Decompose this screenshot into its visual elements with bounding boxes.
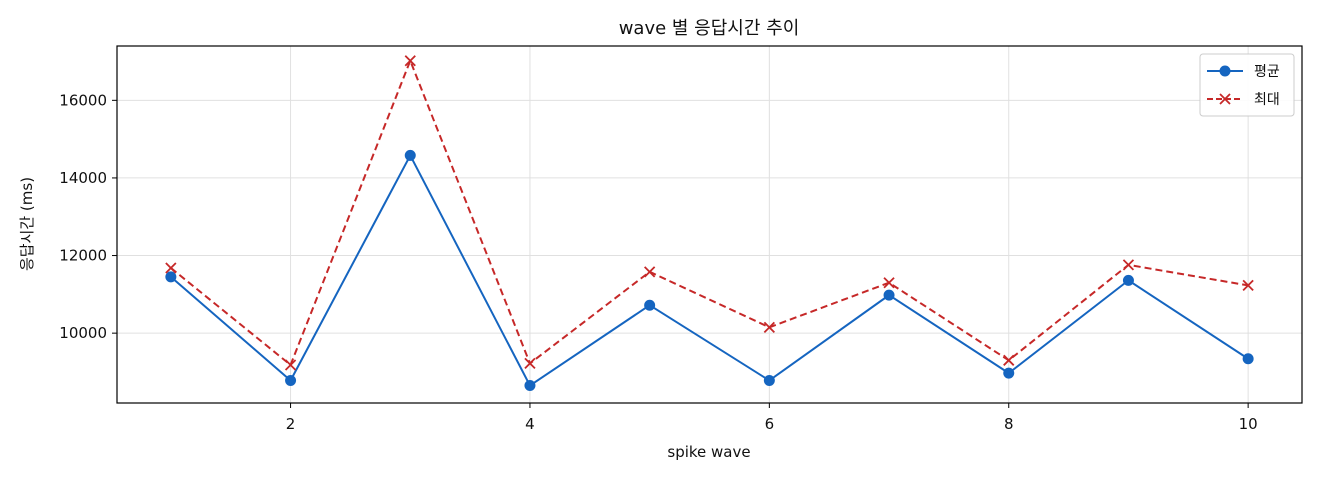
data-point-circle [165,271,177,283]
y-axis-label: 응답시간 (ms) [18,177,36,271]
data-point-x [883,277,895,289]
series-line [170,59,1249,366]
data-point-x [1122,259,1135,271]
data-point-x [763,321,775,333]
y-tick-label: 14000 [59,169,107,187]
data-point-circle [1003,367,1015,379]
series-average [165,149,1254,392]
data-point-x [524,357,536,370]
x-axis-label: spike wave [667,443,750,461]
data-point-x [1242,279,1254,292]
series-max [165,55,1254,371]
data-point-circle [285,374,297,386]
data-point-circle [644,299,656,311]
data-point-circle [883,289,895,301]
x-tick-label: 10 [1239,415,1258,433]
data-point-circle [763,374,775,386]
x-tick-label: 8 [1004,415,1014,433]
plot-frame [116,45,1303,404]
chart-title: wave 별 응답시간 추이 [619,18,800,39]
grid-lines [117,46,1302,403]
x-tick-label: 2 [286,415,296,433]
y-tick-label: 10000 [59,324,107,342]
data-point-x [1003,354,1015,366]
data-point-x [404,55,416,67]
data-point-x [284,359,297,371]
data-point-circle [524,380,536,392]
data-point-circle [1242,353,1254,365]
y-tick-label: 12000 [59,247,107,265]
data-point-circle [404,149,416,161]
series-line [170,154,1249,387]
legend-entry: 평균 [1207,64,1280,80]
data-point-circle [1122,274,1134,286]
data-point-x [644,266,656,278]
legend-box [1199,53,1295,117]
legend-label: 최대 [1254,92,1280,108]
x-tick-label: 4 [525,415,535,433]
legend-entry: 최대 [1207,92,1280,108]
legend-marker [1219,65,1231,77]
legend-label: 평균 [1254,64,1280,80]
plot-area-series [165,55,1254,392]
y-tick-label: 16000 [59,91,107,109]
data-point-x [165,262,177,274]
axis-ticks: 2 4 6 8 10 10000 12000 14000 16000 [59,91,1257,433]
legend-marker [1219,93,1231,105]
x-tick-label: 6 [765,415,775,433]
